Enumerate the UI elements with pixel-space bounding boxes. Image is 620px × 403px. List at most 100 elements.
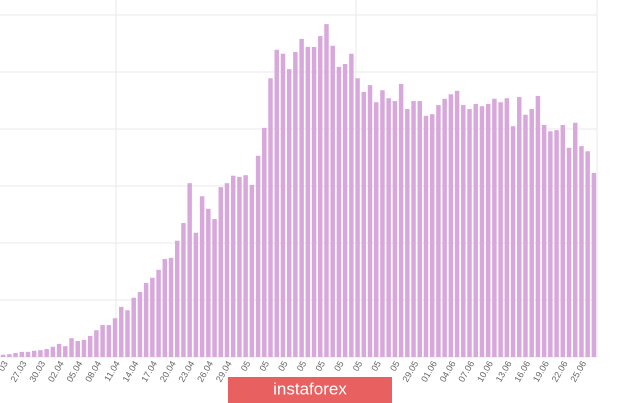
bar bbox=[187, 183, 192, 357]
bar bbox=[535, 95, 541, 357]
bar bbox=[504, 98, 510, 357]
x-tick-label: 04.06 bbox=[438, 359, 458, 384]
bar bbox=[212, 219, 217, 357]
bar bbox=[25, 351, 31, 357]
bar bbox=[199, 196, 205, 357]
bar bbox=[448, 94, 454, 357]
bar bbox=[461, 105, 466, 357]
bar bbox=[112, 318, 118, 357]
bar bbox=[137, 292, 143, 357]
x-tick-label: 07.06 bbox=[456, 359, 476, 384]
x-tick-label: 25.06 bbox=[568, 359, 588, 384]
bar bbox=[517, 97, 522, 357]
bar bbox=[311, 46, 317, 358]
bar bbox=[436, 105, 441, 357]
bar bbox=[585, 151, 590, 357]
bar bbox=[56, 343, 62, 357]
x-tick-label: 13.06 bbox=[494, 359, 514, 384]
bar bbox=[218, 187, 224, 357]
bar bbox=[262, 127, 267, 357]
bar bbox=[13, 353, 18, 357]
bar bbox=[380, 90, 385, 358]
bar bbox=[386, 98, 391, 357]
watermark: instaforex bbox=[273, 379, 347, 398]
x-tick-label: 05 bbox=[257, 359, 271, 373]
watermark-banner bbox=[228, 377, 392, 403]
bar bbox=[591, 172, 597, 357]
bar bbox=[286, 69, 292, 358]
bar bbox=[330, 45, 335, 357]
x-tick-label: 22.06 bbox=[550, 359, 570, 384]
bar bbox=[392, 101, 398, 357]
bar bbox=[293, 52, 298, 358]
bar bbox=[367, 85, 373, 358]
bar bbox=[237, 176, 242, 357]
bar bbox=[19, 351, 25, 357]
bar bbox=[566, 147, 572, 357]
bar bbox=[7, 354, 12, 357]
bar bbox=[162, 258, 168, 357]
bar bbox=[87, 335, 93, 357]
bar bbox=[548, 131, 553, 357]
bar bbox=[75, 341, 80, 357]
x-tick-label: 10.06 bbox=[475, 359, 495, 384]
bar bbox=[224, 183, 230, 357]
bar bbox=[523, 114, 528, 357]
bar bbox=[63, 346, 68, 357]
bar bbox=[168, 257, 174, 357]
bar bbox=[342, 64, 348, 358]
bar bbox=[106, 325, 112, 357]
bar bbox=[405, 109, 410, 357]
bar bbox=[529, 109, 534, 357]
bar bbox=[0, 354, 6, 357]
x-tick-label: 05 bbox=[239, 359, 253, 373]
bar bbox=[94, 330, 99, 357]
x-tick-label: 29.05 bbox=[400, 359, 420, 384]
bar bbox=[336, 66, 342, 358]
x-tick-label: 14.04 bbox=[121, 359, 141, 384]
x-tick-label: 05 bbox=[388, 359, 402, 373]
bar bbox=[485, 103, 491, 357]
bar bbox=[423, 115, 429, 357]
bar bbox=[554, 130, 559, 357]
bar bbox=[417, 101, 423, 357]
bar bbox=[442, 98, 447, 357]
bar bbox=[31, 350, 37, 357]
bar bbox=[174, 240, 180, 357]
x-tick-label: 03 bbox=[0, 359, 10, 373]
bar bbox=[411, 101, 416, 357]
x-tick-label: 20.04 bbox=[158, 359, 178, 384]
bar bbox=[467, 109, 472, 357]
bar bbox=[398, 83, 404, 357]
x-tick-label: 30.03 bbox=[27, 359, 47, 384]
bar bbox=[274, 49, 279, 358]
bar bbox=[541, 125, 547, 357]
bar bbox=[230, 175, 236, 357]
x-tick-label: 05 bbox=[313, 359, 327, 373]
bar bbox=[572, 122, 578, 357]
bar bbox=[100, 325, 105, 357]
bar bbox=[349, 53, 354, 357]
bar bbox=[373, 102, 379, 358]
bar bbox=[305, 46, 311, 358]
bar bbox=[50, 346, 56, 357]
bar bbox=[510, 126, 516, 358]
bar bbox=[473, 103, 478, 357]
bar bbox=[243, 175, 248, 357]
bar bbox=[193, 232, 199, 357]
bar bbox=[125, 310, 130, 357]
x-tick-label: 19.06 bbox=[531, 359, 551, 384]
bar bbox=[429, 114, 435, 358]
bar bbox=[560, 125, 566, 357]
x-tick-label: 27.03 bbox=[9, 359, 29, 384]
bar bbox=[206, 208, 211, 357]
bar bbox=[280, 53, 286, 357]
bar bbox=[268, 78, 273, 358]
x-tick-label: 05 bbox=[276, 359, 290, 373]
x-tick-label: 11.04 bbox=[102, 359, 122, 383]
x-tick-label: 23.04 bbox=[177, 359, 197, 384]
bar bbox=[324, 24, 329, 358]
x-tick-label: 01.06 bbox=[419, 359, 439, 384]
